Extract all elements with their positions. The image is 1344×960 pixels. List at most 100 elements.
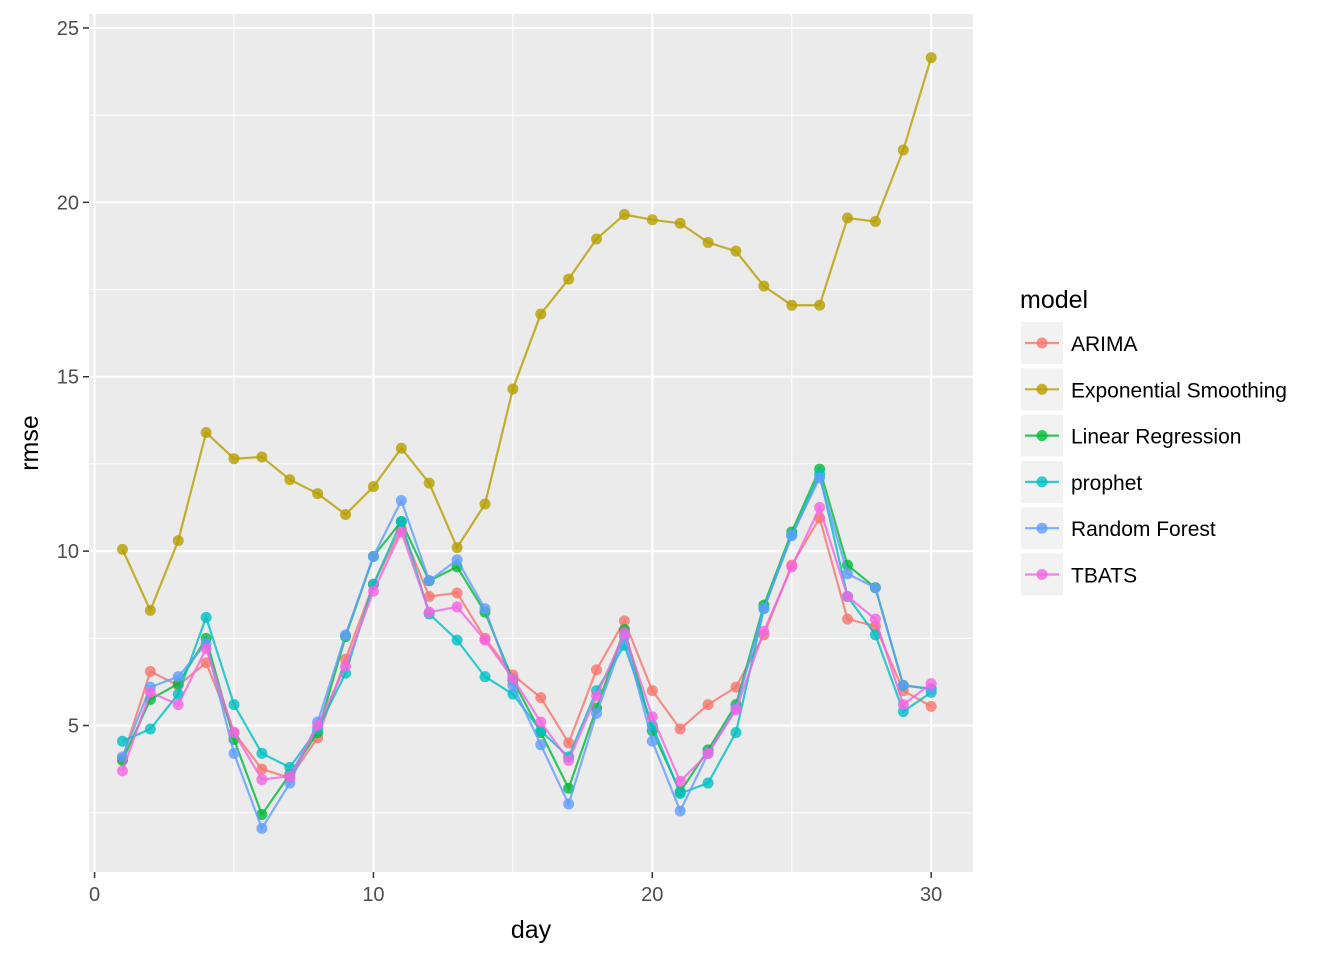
x-tick-label: 0 <box>89 884 100 906</box>
legend-item-arima: ARIMA <box>1021 322 1138 364</box>
data-point-random-forest <box>563 798 575 810</box>
data-point-arima <box>702 699 714 711</box>
data-point-tbats <box>116 765 128 777</box>
y-axis-title: rmse <box>16 415 44 471</box>
data-point-linear-regression <box>563 782 575 794</box>
data-point-exponential-smoothing <box>507 383 519 395</box>
data-point-tbats <box>897 699 909 711</box>
data-point-random-forest <box>897 679 909 691</box>
data-point-tbats <box>395 526 407 538</box>
data-point-random-forest <box>758 603 770 615</box>
data-point-exponential-smoothing <box>925 52 937 64</box>
data-point-tbats <box>563 754 575 766</box>
data-point-tbats <box>340 660 352 672</box>
data-point-prophet <box>144 723 156 735</box>
data-point-random-forest <box>535 739 547 751</box>
data-point-arima <box>256 763 268 775</box>
data-point-tbats <box>256 774 268 786</box>
data-point-random-forest <box>786 529 798 541</box>
legend-key-point <box>1036 522 1048 534</box>
y-axis: 5 10 15 20 25 <box>57 18 89 738</box>
data-point-prophet <box>535 725 547 737</box>
data-point-prophet <box>256 747 268 759</box>
data-point-exponential-smoothing <box>618 209 630 221</box>
data-point-exponential-smoothing <box>563 273 575 285</box>
data-point-tbats <box>618 627 630 639</box>
data-point-exponential-smoothing <box>423 477 435 489</box>
data-point-random-forest <box>228 747 240 759</box>
data-point-linear-regression <box>256 808 268 820</box>
data-point-tbats <box>786 561 798 573</box>
data-point-tbats <box>925 678 937 690</box>
data-point-tbats <box>507 672 519 684</box>
data-point-arima <box>842 613 854 625</box>
data-point-exponential-smoothing <box>674 217 686 229</box>
legend-title: model <box>1020 286 1088 314</box>
data-point-arima <box>646 685 658 697</box>
data-point-exponential-smoothing <box>312 488 324 500</box>
legend-key-point <box>1036 476 1048 488</box>
data-point-prophet <box>730 726 742 738</box>
data-point-arima <box>144 665 156 677</box>
legend-label: TBATS <box>1071 565 1137 588</box>
data-point-random-forest <box>367 550 379 562</box>
data-point-random-forest <box>451 554 463 566</box>
legend-label: Random Forest <box>1071 518 1216 541</box>
data-point-prophet <box>200 611 212 623</box>
data-point-tbats <box>842 590 854 602</box>
data-point-exponential-smoothing <box>591 233 603 245</box>
data-point-random-forest <box>479 603 491 615</box>
data-point-random-forest <box>116 751 128 763</box>
data-point-prophet <box>395 515 407 527</box>
data-point-exponential-smoothing <box>284 474 296 486</box>
legend: model ARIMA Exponential Smoothing Linear R… <box>1020 286 1287 596</box>
data-point-tbats <box>730 704 742 716</box>
data-point-random-forest <box>646 735 658 747</box>
data-point-exponential-smoothing <box>730 245 742 257</box>
data-point-tbats <box>479 634 491 646</box>
data-point-tbats <box>284 770 296 782</box>
data-point-tbats <box>228 726 240 738</box>
data-point-prophet <box>869 629 881 641</box>
legend-item-prophet: prophet <box>1021 460 1142 503</box>
data-point-tbats <box>646 711 658 723</box>
data-point-prophet <box>451 634 463 646</box>
series-tbats <box>116 502 937 787</box>
data-point-exponential-smoothing <box>869 216 881 228</box>
data-point-arima <box>618 615 630 627</box>
x-tick-label: 30 <box>920 884 942 906</box>
data-point-arima <box>591 664 603 676</box>
data-point-exponential-smoothing <box>367 481 379 493</box>
y-tick-label: 25 <box>57 18 79 40</box>
data-point-tbats <box>367 585 379 597</box>
x-tick-label: 10 <box>362 884 384 906</box>
legend-label: ARIMA <box>1071 333 1138 356</box>
series-exponential-smoothing <box>116 52 937 616</box>
series-line-random-forest <box>121 474 932 831</box>
data-point-tbats <box>423 606 435 618</box>
legend-item-linear-regression: Linear Regression <box>1021 414 1241 457</box>
data-point-tbats <box>591 690 603 702</box>
data-point-random-forest <box>256 822 268 834</box>
y-tick-label: 15 <box>57 367 79 389</box>
data-point-arima <box>925 700 937 712</box>
data-point-exponential-smoothing <box>786 299 798 311</box>
data-point-exponential-smoothing <box>814 299 826 311</box>
data-point-random-forest <box>814 472 826 484</box>
data-point-exponential-smoothing <box>200 427 212 439</box>
data-point-tbats <box>200 643 212 655</box>
data-point-exponential-smoothing <box>256 451 268 463</box>
data-point-random-forest <box>869 582 881 594</box>
data-point-tbats <box>674 775 686 787</box>
data-point-tbats <box>758 625 770 637</box>
data-point-random-forest <box>842 568 854 580</box>
plot-panel <box>89 14 973 872</box>
data-point-tbats <box>451 601 463 613</box>
data-point-prophet <box>702 777 714 789</box>
data-point-arima <box>563 737 575 749</box>
data-point-exponential-smoothing <box>702 236 714 248</box>
data-point-exponential-smoothing <box>842 212 854 224</box>
y-tick-label: 5 <box>68 716 79 738</box>
data-point-exponential-smoothing <box>646 214 658 226</box>
data-point-prophet <box>228 699 240 711</box>
